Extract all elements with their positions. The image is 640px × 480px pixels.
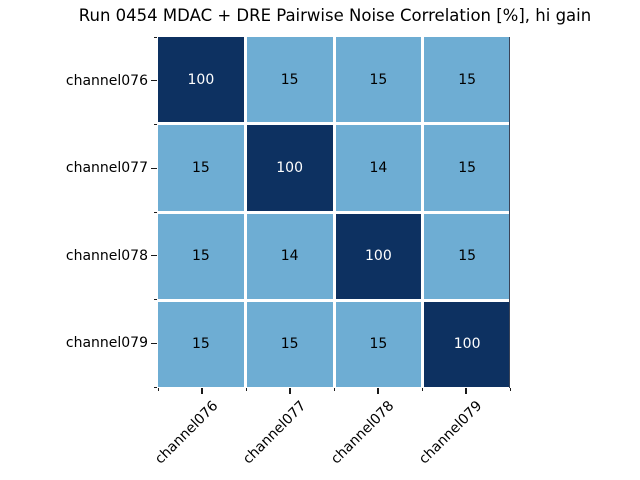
cell-value: 15 <box>280 71 299 88</box>
x-axis-minor-tick <box>157 388 159 391</box>
cell-value: 15 <box>458 71 477 88</box>
heatmap-cell: 14 <box>335 125 422 211</box>
y-axis-minor-tick <box>154 124 157 125</box>
heatmap-cell: 15 <box>246 301 333 387</box>
heatmap-cell: 15 <box>424 213 510 299</box>
cell-value: 15 <box>191 336 210 353</box>
heatmap-cell: 15 <box>158 125 244 211</box>
heatmap-cell: 15 <box>424 125 510 211</box>
cell-value: 15 <box>458 159 477 176</box>
y-axis-minor-tick <box>154 299 157 300</box>
x-axis-tick <box>201 388 203 394</box>
y-tick-label: channel078 <box>65 247 148 264</box>
heatmap-cell: 100 <box>424 301 510 387</box>
cell-value: 14 <box>369 159 388 176</box>
cell-value: 15 <box>191 159 210 176</box>
heatmap-cell: 15 <box>158 213 244 299</box>
heatmap-cell: 100 <box>335 213 422 299</box>
cell-value: 100 <box>365 248 392 265</box>
heatmap-cell: 14 <box>246 213 333 299</box>
x-axis-minor-tick <box>509 388 511 391</box>
x-axis-tick <box>289 388 291 394</box>
y-tick-label: channel079 <box>65 335 148 352</box>
heatmap-cell: 15 <box>246 37 333 123</box>
x-tick-label: channel079 <box>415 398 486 468</box>
cell-value: 100 <box>187 71 215 88</box>
y-tick-label: channel076 <box>65 72 148 89</box>
chart-title: Run 0454 MDAC + DRE Pairwise Noise Corre… <box>78 6 592 25</box>
cell-value: 15 <box>280 336 299 353</box>
y-axis-tick <box>151 342 157 344</box>
y-axis-tick <box>151 80 157 82</box>
x-tick-label: channel077 <box>239 398 310 468</box>
y-axis-tick <box>151 255 157 257</box>
x-tick-label: channel076 <box>151 398 222 468</box>
right-axis-spine <box>509 37 511 388</box>
y-tick-label: channel077 <box>65 160 148 177</box>
heatmap-cell: 15 <box>335 37 422 123</box>
cell-value: 15 <box>369 71 388 88</box>
cell-value: 100 <box>453 336 481 353</box>
cell-value: 15 <box>191 248 210 265</box>
y-axis-minor-tick <box>154 386 157 388</box>
y-axis-minor-tick <box>154 211 157 213</box>
x-axis-minor-tick <box>421 388 423 391</box>
y-axis-minor-tick <box>154 36 157 38</box>
heatmap-cell: 100 <box>246 125 333 211</box>
x-tick-label: channel078 <box>327 398 398 468</box>
cell-value: 15 <box>458 248 477 265</box>
x-axis-tick <box>377 388 379 394</box>
cell-value: 100 <box>276 159 303 176</box>
y-axis-tick <box>151 167 157 169</box>
x-axis-minor-tick <box>333 388 335 391</box>
heatmap-cell: 15 <box>424 37 510 123</box>
x-axis-minor-tick <box>245 388 247 391</box>
heatmap-cell: 15 <box>335 301 422 387</box>
cell-value: 14 <box>280 248 299 265</box>
heatmap: 100 15 15 15 15 100 14 15 15 14 100 15 15 15 15 100 <box>158 37 510 387</box>
x-axis-tick <box>465 388 467 394</box>
heatmap-cell: 100 <box>158 37 244 123</box>
cell-value: 15 <box>369 336 388 353</box>
heatmap-cell: 15 <box>158 301 244 387</box>
